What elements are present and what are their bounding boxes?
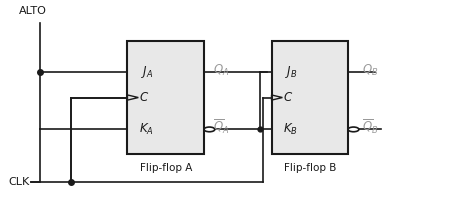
- Text: $\overline{Q}_A$: $\overline{Q}_A$: [213, 118, 229, 137]
- Text: $C$: $C$: [283, 91, 293, 104]
- Text: Flip-flop A: Flip-flop A: [140, 163, 192, 173]
- FancyBboxPatch shape: [271, 41, 348, 154]
- Text: $Q_A$: $Q_A$: [213, 63, 229, 78]
- Text: ALTO: ALTO: [19, 6, 47, 16]
- Text: $J_A$: $J_A$: [141, 64, 154, 81]
- Text: $K_A$: $K_A$: [139, 122, 154, 137]
- Text: $\overline{Q}_B$: $\overline{Q}_B$: [361, 118, 378, 137]
- Text: $J_B$: $J_B$: [285, 64, 298, 81]
- Text: CLK: CLK: [9, 177, 30, 187]
- Text: $Q_B$: $Q_B$: [361, 63, 378, 78]
- Text: Flip-flop B: Flip-flop B: [284, 163, 336, 173]
- Text: $K_B$: $K_B$: [283, 122, 298, 137]
- Text: $C$: $C$: [139, 91, 149, 104]
- FancyBboxPatch shape: [127, 41, 204, 154]
